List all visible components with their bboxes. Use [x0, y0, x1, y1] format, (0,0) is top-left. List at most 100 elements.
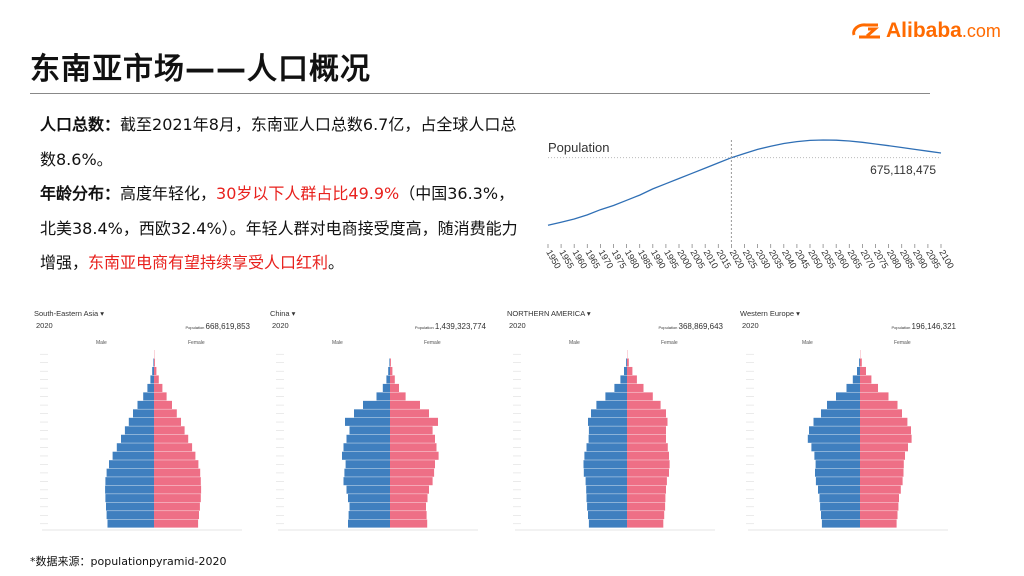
female-bar: [627, 417, 668, 426]
male-bar: [588, 426, 627, 435]
male-bar: [836, 392, 860, 401]
male-bar: [588, 511, 627, 520]
male-bar: [821, 409, 860, 418]
male-bar: [128, 417, 154, 426]
female-bar: [860, 477, 903, 486]
female-bar: [860, 443, 908, 452]
male-bar: [620, 375, 627, 384]
female-bar: [154, 485, 202, 494]
age-text-b: （中国36.3%，北美38.4%，西欧32.4%）。年轻人群对电商接受度高，随消…: [40, 184, 518, 272]
male-bar: [614, 383, 627, 392]
pyramid-population: Population 368,869,643: [658, 322, 723, 331]
pyramid-title[interactable]: Western Europe ▾: [740, 309, 800, 318]
male-bar: [112, 451, 154, 460]
male-bar: [389, 358, 390, 367]
age-text-c: 。: [328, 253, 345, 272]
female-bar: [860, 409, 902, 418]
pyramid-northern-america: NORTHERN AMERICA ▾ 2020 Population 368,869…: [507, 309, 724, 531]
female-label: Female: [894, 340, 911, 346]
male-bar: [105, 477, 154, 486]
female-bar: [154, 358, 155, 367]
line-chart-value-label: 675,118,475: [870, 163, 936, 177]
male-bar: [586, 485, 627, 494]
female-bar: [627, 519, 664, 528]
age-highlight-a: 30岁以下人群占比49.9%: [216, 184, 400, 203]
male-bar: [588, 417, 627, 426]
pyramid-title[interactable]: China ▾: [270, 309, 296, 318]
female-bar: [390, 494, 428, 503]
male-bar: [346, 485, 390, 494]
male-bar: [588, 434, 627, 443]
logo-brand-text: Alibaba: [886, 19, 962, 42]
female-bar: [390, 502, 426, 511]
age-label: 年龄分布：: [40, 184, 121, 203]
male-bar: [605, 392, 627, 401]
pyramid-western-europe: Western Europe ▾ 2020 Population 196,146,3…: [740, 309, 957, 531]
female-bar: [154, 417, 181, 426]
female-bar: [154, 366, 157, 376]
male-bar: [585, 477, 627, 486]
female-label: Female: [661, 340, 678, 346]
female-label: Female: [188, 340, 205, 346]
male-bar: [376, 392, 390, 401]
male-bar: [624, 366, 627, 376]
female-bar: [627, 375, 637, 384]
alibaba-logo: Alibaba .com: [850, 18, 1001, 44]
pyramid-population: Population 668,619,853: [185, 322, 250, 331]
male-bar: [811, 443, 860, 452]
male-bar: [815, 477, 860, 486]
male-bar: [348, 511, 390, 520]
female-bar: [154, 519, 199, 528]
male-bar: [584, 451, 627, 460]
female-bar: [390, 426, 433, 435]
female-bar: [154, 477, 201, 486]
female-bar: [860, 383, 878, 392]
female-bar: [154, 468, 201, 477]
female-bar: [860, 375, 872, 384]
female-bar: [390, 485, 429, 494]
male-bar: [846, 383, 860, 392]
female-bar: [154, 383, 163, 392]
male-bar: [813, 417, 860, 426]
pyramid-title[interactable]: NORTHERN AMERICA ▾: [507, 309, 591, 318]
male-bar: [807, 434, 860, 443]
female-bar: [627, 477, 667, 486]
pyramid-population: Population 196,146,321: [891, 322, 956, 331]
female-bar: [390, 409, 429, 418]
line-chart-title: Population: [548, 140, 609, 155]
male-bar: [820, 502, 860, 511]
male-bar: [815, 460, 860, 469]
male-bar: [587, 502, 627, 511]
pyramid-year: 2020: [36, 321, 53, 330]
male-bar: [344, 468, 390, 477]
pyramid-year: 2020: [509, 321, 526, 330]
pyramid-population: Population 1,439,323,774: [415, 322, 487, 331]
pyramid-year: 2020: [742, 321, 759, 330]
male-bar: [106, 468, 154, 477]
pyramid-title[interactable]: South-Eastern Asia ▾: [34, 309, 104, 318]
female-bar: [860, 358, 862, 367]
male-bar: [818, 485, 860, 494]
female-bar: [860, 417, 908, 426]
female-bar: [627, 511, 665, 520]
female-bar: [627, 443, 668, 452]
female-label: Female: [424, 340, 441, 346]
age-highlight-b: 东南亚电商有望持续享受人口红利: [88, 253, 329, 272]
female-bar: [860, 392, 889, 401]
female-bar: [154, 494, 201, 503]
female-bar: [627, 502, 666, 511]
male-bar: [345, 417, 390, 426]
female-bar: [627, 358, 629, 367]
female-bar: [390, 477, 433, 486]
female-bar: [154, 434, 189, 443]
male-bar: [346, 434, 390, 443]
male-bar: [116, 443, 154, 452]
female-bar: [154, 502, 200, 511]
pyramid-china: China ▾ 2020 Population 1,439,323,774 Male F…: [270, 309, 487, 531]
female-bar: [627, 392, 653, 401]
male-bar: [814, 451, 860, 460]
male-label: Male: [802, 340, 813, 346]
female-bar: [154, 451, 196, 460]
female-bar: [627, 485, 666, 494]
male-bar: [819, 494, 860, 503]
